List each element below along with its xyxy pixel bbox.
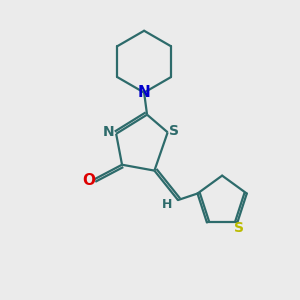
Text: S: S <box>234 221 244 236</box>
Text: N: N <box>103 125 115 139</box>
Text: S: S <box>169 124 179 138</box>
Text: H: H <box>162 198 172 211</box>
Text: N: N <box>138 85 151 100</box>
Text: O: O <box>82 173 95 188</box>
